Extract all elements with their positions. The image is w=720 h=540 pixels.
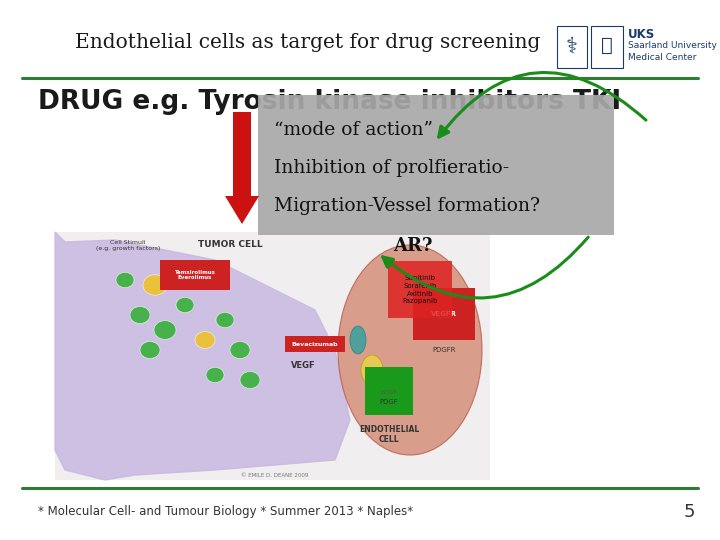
Ellipse shape bbox=[240, 372, 260, 388]
Text: TUMOR CELL: TUMOR CELL bbox=[198, 240, 262, 249]
Bar bbox=[591, 26, 623, 68]
Bar bbox=[365, 367, 413, 415]
Ellipse shape bbox=[230, 341, 250, 359]
Text: Inhibition of prolfieratio-: Inhibition of prolfieratio- bbox=[274, 159, 509, 177]
Ellipse shape bbox=[338, 245, 482, 455]
Text: Endothelial cells as target for drug screening: Endothelial cells as target for drug scr… bbox=[75, 33, 541, 52]
Ellipse shape bbox=[130, 307, 150, 323]
FancyBboxPatch shape bbox=[160, 260, 230, 290]
Text: VEGFR: VEGFR bbox=[431, 311, 457, 317]
Text: DRUG e.g. Tyrosin kinase inhibitors TKI: DRUG e.g. Tyrosin kinase inhibitors TKI bbox=[38, 89, 621, 115]
Text: VEGF: VEGF bbox=[291, 361, 315, 369]
Text: Temsirolimus
Everolimus: Temsirolimus Everolimus bbox=[174, 269, 215, 280]
Text: “mode of action”: “mode of action” bbox=[274, 121, 433, 139]
Text: * Molecular Cell- and Tumour Biology * Summer 2013 * Naples*: * Molecular Cell- and Tumour Biology * S… bbox=[38, 505, 413, 518]
Text: UKS: UKS bbox=[628, 28, 655, 40]
Text: © EMILE D. DEANE 2009: © EMILE D. DEANE 2009 bbox=[241, 473, 309, 478]
Bar bbox=[55, 232, 490, 480]
Ellipse shape bbox=[350, 326, 366, 354]
Text: Saarland University: Saarland University bbox=[628, 42, 717, 51]
Text: AR?: AR? bbox=[393, 237, 433, 255]
Text: ⚕: ⚕ bbox=[566, 37, 578, 57]
Polygon shape bbox=[55, 232, 350, 480]
Ellipse shape bbox=[154, 321, 176, 339]
Text: Medical Center: Medical Center bbox=[628, 52, 696, 62]
Text: FOGF: FOGF bbox=[380, 389, 397, 395]
Text: ENDOTHELIAL
CELL: ENDOTHELIAL CELL bbox=[359, 425, 419, 444]
Text: PDGFR: PDGFR bbox=[432, 347, 456, 353]
FancyBboxPatch shape bbox=[413, 288, 475, 340]
Ellipse shape bbox=[361, 355, 383, 385]
Ellipse shape bbox=[216, 312, 234, 328]
Ellipse shape bbox=[176, 298, 194, 313]
Text: Cell Stimuli
(e.g. growth factors): Cell Stimuli (e.g. growth factors) bbox=[96, 240, 160, 251]
FancyBboxPatch shape bbox=[258, 95, 614, 235]
Ellipse shape bbox=[195, 332, 215, 348]
Text: 🦉: 🦉 bbox=[601, 36, 613, 55]
Text: 5: 5 bbox=[683, 503, 695, 521]
Ellipse shape bbox=[143, 275, 167, 295]
Text: PDGF: PDGF bbox=[379, 399, 398, 405]
Text: Bevacizumab: Bevacizumab bbox=[292, 341, 338, 347]
Text: Sunitinib
Sorafenib
Axitinib
Pazopanib: Sunitinib Sorafenib Axitinib Pazopanib bbox=[402, 275, 438, 304]
Bar bbox=[557, 26, 587, 68]
FancyArrow shape bbox=[225, 112, 259, 224]
Text: Migration-Vessel formation?: Migration-Vessel formation? bbox=[274, 197, 540, 215]
Ellipse shape bbox=[206, 367, 224, 383]
Ellipse shape bbox=[116, 272, 134, 288]
FancyBboxPatch shape bbox=[285, 336, 345, 352]
Ellipse shape bbox=[140, 341, 160, 359]
